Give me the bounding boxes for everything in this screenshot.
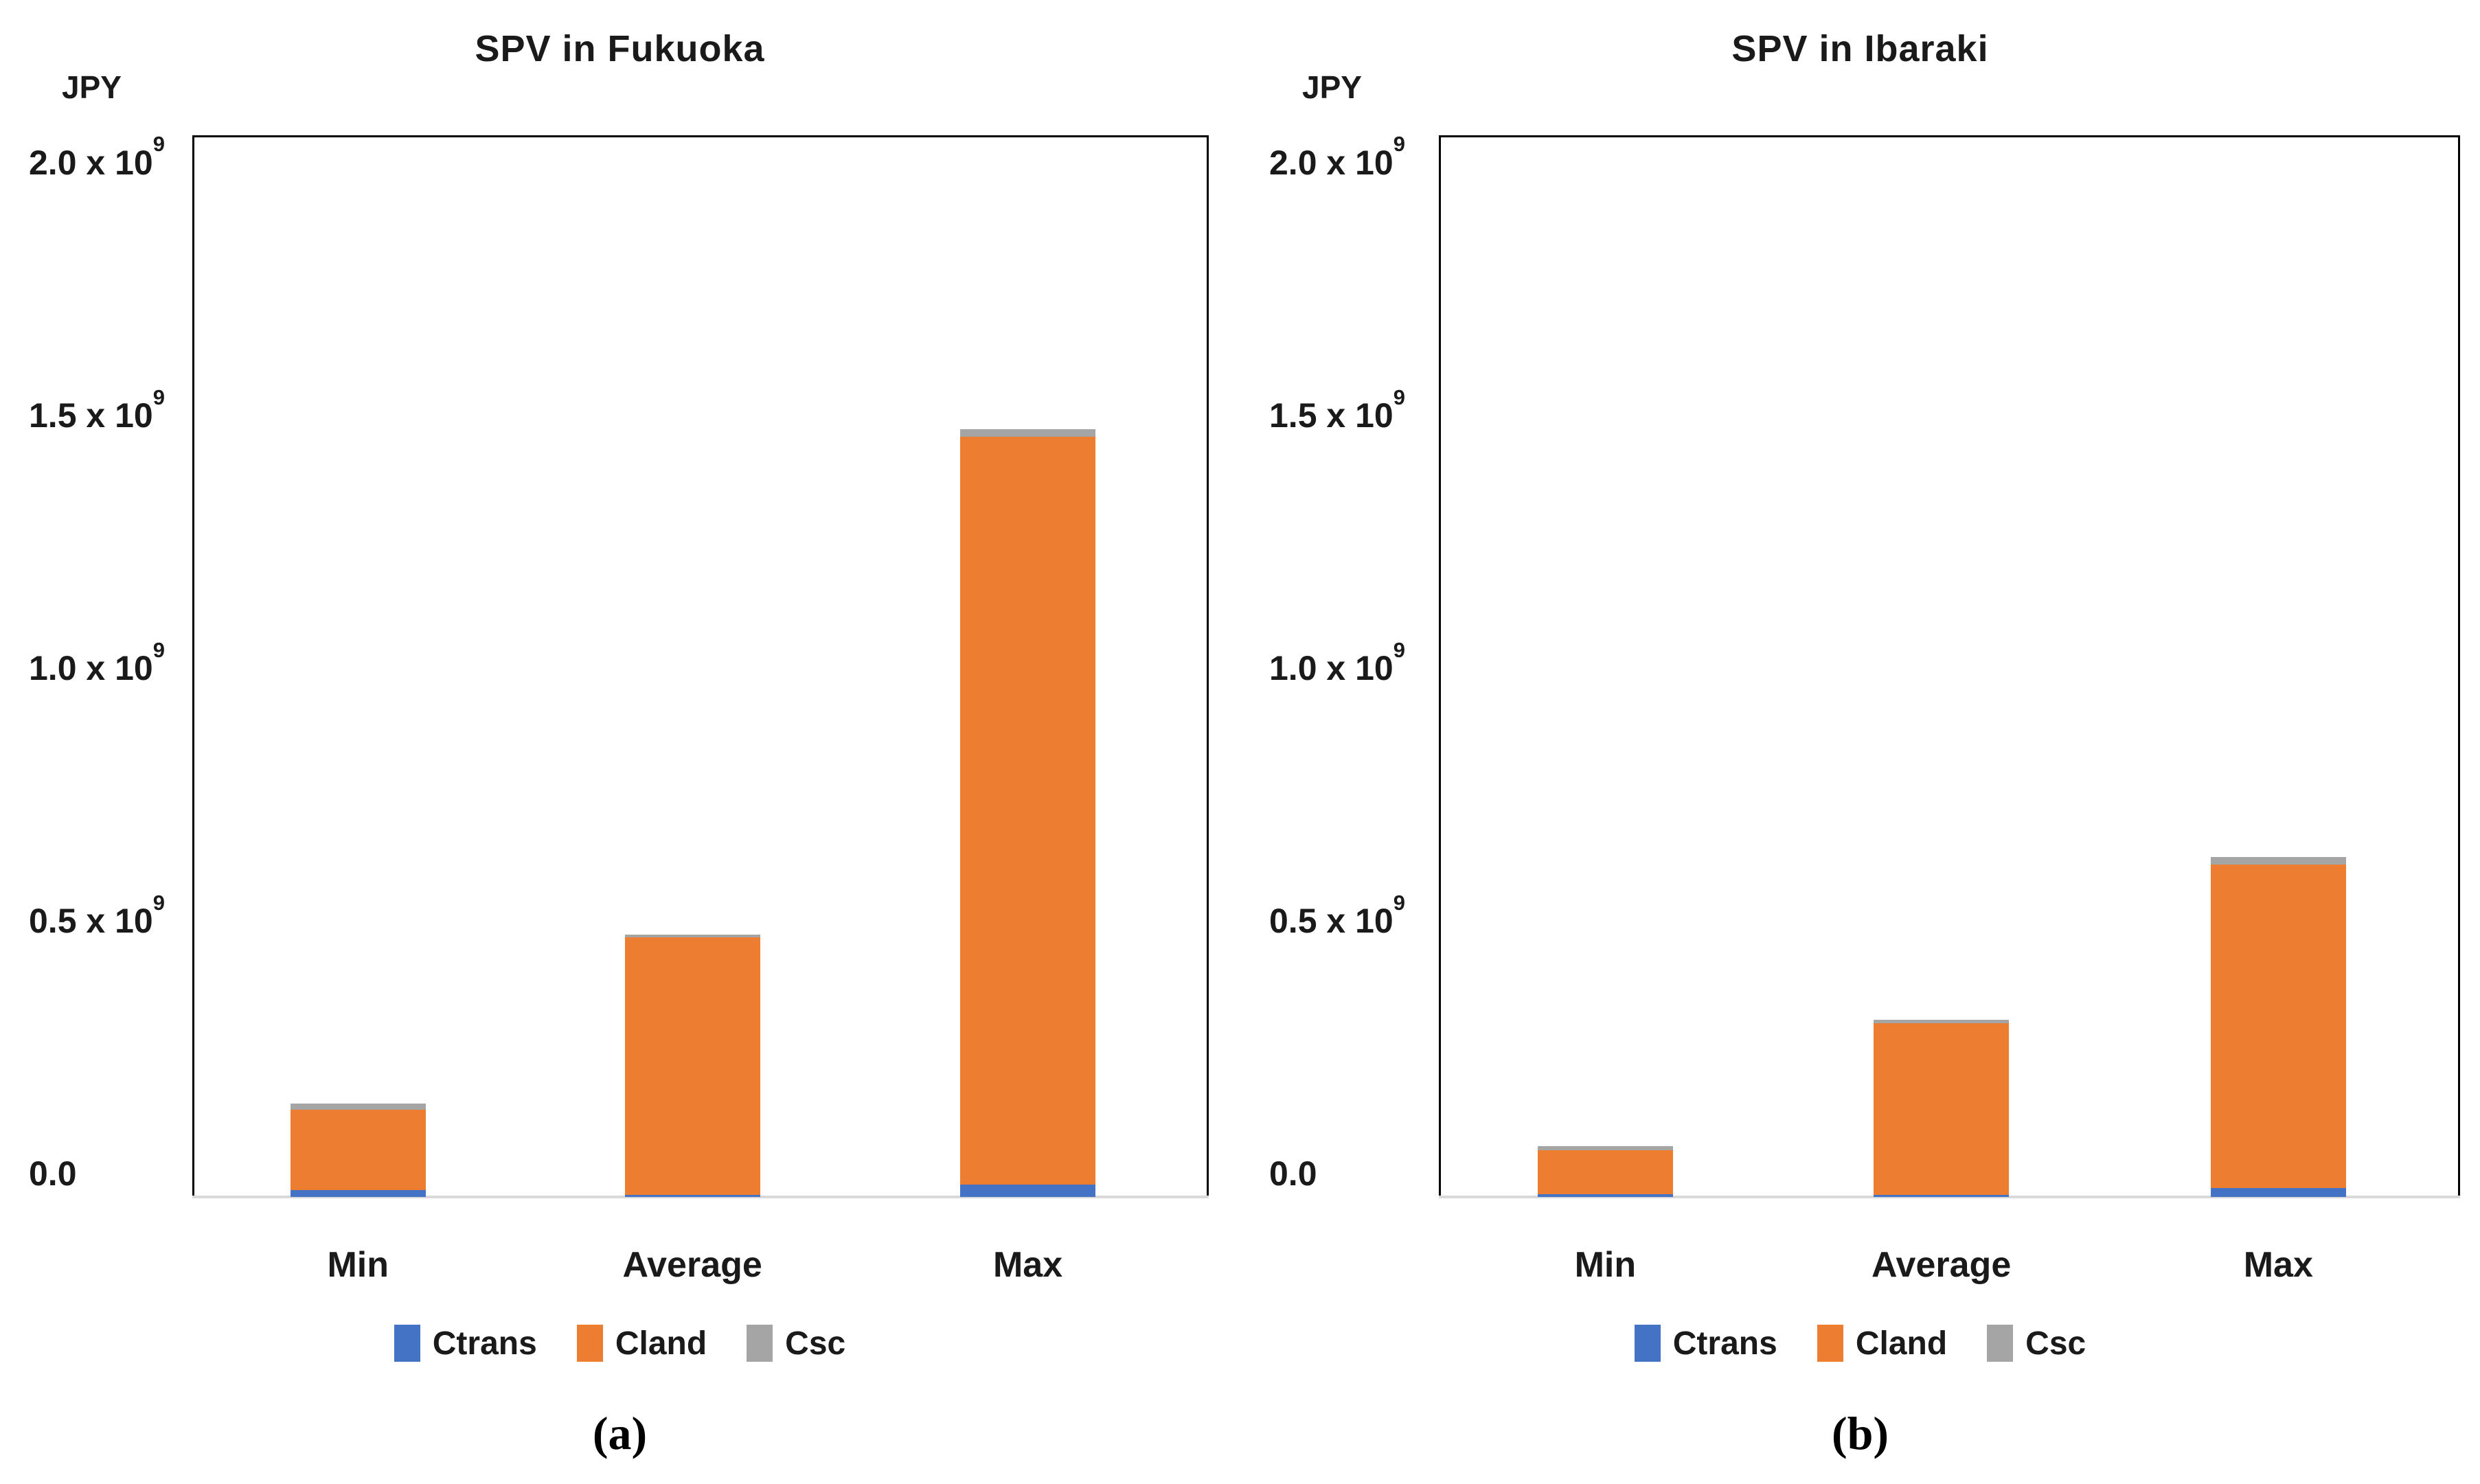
y-tick-label: 0.5 x 109 [1269,890,1405,940]
bar-segment-ctrans [1537,1194,1673,1197]
bar-segment-csc [2210,856,2346,865]
legend-label: Ctrans [1672,1325,1777,1362]
legend-item-cland: Cland [1817,1325,1947,1362]
legend-label: Ctrans [432,1325,537,1362]
legend-swatch-icon [747,1325,773,1362]
x-axis-line [1439,1196,2460,1198]
bar-segment-cland [1537,1150,1673,1195]
bar-segment-ctrans [624,1195,760,1197]
bar-segment-csc [290,1103,426,1110]
legend-swatch-icon [394,1325,420,1362]
x-axis-line [192,1196,1209,1198]
bar-average [1874,1020,2010,1197]
legend-label: Cland [615,1325,707,1362]
x-category-label: Max [992,1245,1063,1285]
legend-label: Csc [785,1325,846,1362]
legend-item-ctrans: Ctrans [1634,1325,1777,1362]
legend-swatch-icon [1634,1325,1661,1362]
chart-title: SPV in Fukuoka [475,28,765,69]
bar-segment-ctrans [290,1190,426,1197]
bar-segment-csc [1874,1020,2010,1023]
y-axis-unit-label: JPY [1302,69,1362,105]
y-tick-label: 0.0 [1269,1154,1317,1193]
legend-label: Cland [1855,1325,1948,1362]
y-axis-unit-label: JPY [62,69,122,105]
bar-min [1537,1145,1673,1197]
bar-average [624,934,760,1197]
legend-item-csc: Csc [1987,1325,2086,1362]
legend-label: Csc [2025,1325,2086,1362]
y-tick-label: 1.0 x 109 [1269,637,1405,687]
bar-segment-cland [624,937,760,1196]
figure-caption: (b) [1831,1407,1889,1459]
bar-max [960,429,1096,1197]
x-category-label: Max [2243,1245,2313,1285]
bar-max [2210,856,2346,1197]
bar-segment-cland [1874,1023,2010,1196]
y-tick-label: 2.0 x 109 [29,132,165,182]
x-category-label: Min [1574,1245,1637,1285]
y-tick-label: 2.0 x 109 [1269,132,1405,182]
bar-segment-csc [624,934,760,937]
legend: Ctrans Cland Csc [1240,1316,2480,1371]
legend-swatch-icon [576,1325,603,1362]
bar-segment-ctrans [960,1185,1096,1197]
figure-caption: (a) [592,1407,648,1459]
bar-min [290,1103,426,1197]
legend: Ctrans Cland Csc [0,1316,1240,1371]
legend-swatch-icon [1817,1325,1843,1362]
x-category-label: Min [327,1245,389,1285]
x-category-label: Average [622,1245,762,1285]
bar-segment-ctrans [1874,1195,2010,1197]
bar-segment-ctrans [2210,1187,2346,1197]
bar-segment-csc [960,429,1096,437]
plot-area [1439,135,2460,1198]
y-tick-label: 1.0 x 109 [29,637,165,687]
chart-ibaraki: SPV in Ibaraki JPY 0.0 0.5 x 109 1.0 x 109… [1240,0,2480,1484]
y-tick-label: 0.0 [29,1154,77,1193]
bar-segment-cland [960,436,1096,1185]
legend-item-csc: Csc [747,1325,845,1362]
y-tick-label: 1.5 x 109 [29,385,165,435]
chart-title: SPV in Ibaraki [1731,28,1989,69]
legend-swatch-icon [1987,1325,2014,1362]
y-tick-label: 1.5 x 109 [1269,385,1405,435]
legend-item-ctrans: Ctrans [394,1325,537,1362]
bar-segment-cland [290,1109,426,1191]
bar-segment-csc [1537,1145,1673,1150]
bar-segment-cland [2210,864,2346,1188]
y-tick-label: 0.5 x 109 [29,890,165,940]
plot-area [192,135,1209,1198]
chart-fukuoka: SPV in Fukuoka JPY 0.0 0.5 x 109 1.0 x 109… [0,28,1240,1459]
x-category-label: Average [1871,1245,2012,1285]
legend-item-cland: Cland [576,1325,707,1362]
